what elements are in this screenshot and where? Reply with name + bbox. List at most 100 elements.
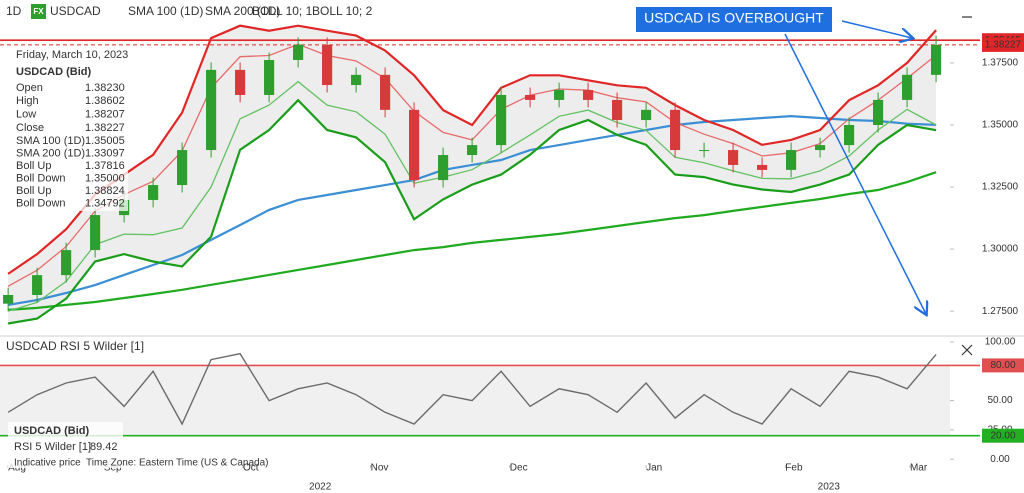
y-tick-label: 1.27500 [982,306,1019,317]
info-panel: Friday, March 10, 2023 USDCAD (Bid) Open… [16,49,128,210]
interval[interactable]: 1D [6,4,22,18]
info-indicator-label: SMA 100 (1D) [16,135,85,147]
info-value: 1.38602 [85,95,125,107]
candle-body [525,94,536,100]
rsi-timezone: Time Zone: Eastern Time (US & Canada) [86,458,268,469]
y-tick-label: 1.30000 [982,244,1019,255]
candle-body [235,69,246,95]
candle-body [844,124,855,146]
candle-body [206,69,217,151]
candle-body [148,185,159,200]
x-tick-label: Jan [646,463,662,474]
level-label: 20.00 [990,430,1015,441]
candle-body [641,109,652,121]
info-indicator-label: Boll Down [16,197,66,209]
x-tick-label: Sep [104,463,122,474]
series-line [8,171,937,311]
candle-body [554,89,565,100]
symbol[interactable]: USDCAD [50,4,101,18]
info-label: Open [16,82,43,94]
y-tick-label: 1.37500 [982,58,1019,69]
info-instrument: USDCAD (Bid) [16,66,91,78]
x-tick-label: Oct [243,463,259,474]
info-value: 1.38207 [85,109,125,121]
level-label-box [982,37,1024,52]
band-fill [8,25,937,324]
candle-body [699,150,710,152]
x-tick-label: Dec [510,463,528,474]
info-indicator-value: 1.34792 [85,197,125,209]
candle-body [728,150,739,165]
candle-body [351,74,362,86]
x-tick-label: Mar [910,463,928,474]
x-year-label: 2022 [309,482,332,493]
candle-body [438,155,449,181]
candle-body [815,145,826,151]
candle-body [786,150,797,170]
candle-body [322,44,333,86]
legend-sma200[interactable]: SMA 200 (1D) [205,4,280,18]
info-value: 1.38230 [85,82,125,94]
candle-body [496,94,507,146]
x-tick-label: Nov [371,463,389,474]
candle-body [873,99,884,125]
legend-sma100[interactable]: SMA 100 (1D) [128,4,203,18]
info-label: Low [16,109,36,121]
rsi-info-indicator: RSI 5 Wilder [1] [14,441,91,453]
info-value: 1.38227 [85,122,125,134]
y-tick-label: 50.00 [987,395,1012,406]
x-year-label: 2023 [818,482,841,493]
series-line [7,80,937,312]
series-line [7,352,937,426]
y-tick-label: 1.32500 [982,182,1019,193]
candle-body [757,164,768,170]
candle-body [32,275,43,296]
close-button[interactable] [961,344,973,356]
info-label: Close [16,122,44,134]
level-label: 80.00 [990,360,1015,371]
rsi-symbol: USDCAD [6,339,57,353]
candle-body [177,150,188,186]
candle-body [931,44,942,75]
info-indicator-value: 1.35005 [85,135,125,147]
candle-body [670,109,681,151]
candle-body [583,89,594,100]
level-label: 1.38227 [985,40,1022,51]
candle-body [409,109,420,181]
info-indicator-label: Boll Down [16,172,66,184]
info-label: High [16,95,39,107]
rsi-info-instrument: USDCAD (Bid) [14,425,89,437]
series-line [7,24,937,275]
legend-boll2[interactable]: BOLL 10; 2 [312,4,373,18]
info-indicator-value: 1.35000 [85,172,125,184]
series-line [7,98,937,325]
level-zone [0,365,950,436]
annotation-arrow [841,20,912,38]
candle-body [264,59,275,95]
y-tick-label: 0.00 [990,454,1010,465]
annotation-text: USDCAD IS OVERBOUGHT [644,10,824,26]
rsi-info-box [8,422,123,468]
y-tick-label: 1.35000 [982,120,1019,131]
info-indicator-value: 1.38824 [85,185,125,197]
info-indicator-value: 1.37816 [85,160,125,172]
candle-body [467,145,478,156]
series-line [7,114,937,306]
info-date: Friday, March 10, 2023 [16,49,128,61]
plot-layer: 1.275001.300001.325001.350001.375001.384… [0,24,1024,493]
candle-body [3,295,14,304]
annotation-arrow [784,33,926,314]
y-tick-label: 100.00 [985,337,1016,348]
info-indicator-label: Boll Up [16,185,51,197]
candle-body [612,99,623,121]
info-indicator-label: Boll Up [16,160,51,172]
rsi-info-value: 89.42 [90,441,118,453]
rsi-legend[interactable]: RSI 5 Wilder [1] [60,339,144,353]
candle-body [61,250,72,276]
candle-body [380,74,391,110]
info-indicator-label: SMA 200 (1D) [16,147,85,159]
annotation-box [636,7,832,32]
legend-boll1[interactable]: BOLL 10; 1 [252,4,313,18]
candle-body [293,44,304,60]
